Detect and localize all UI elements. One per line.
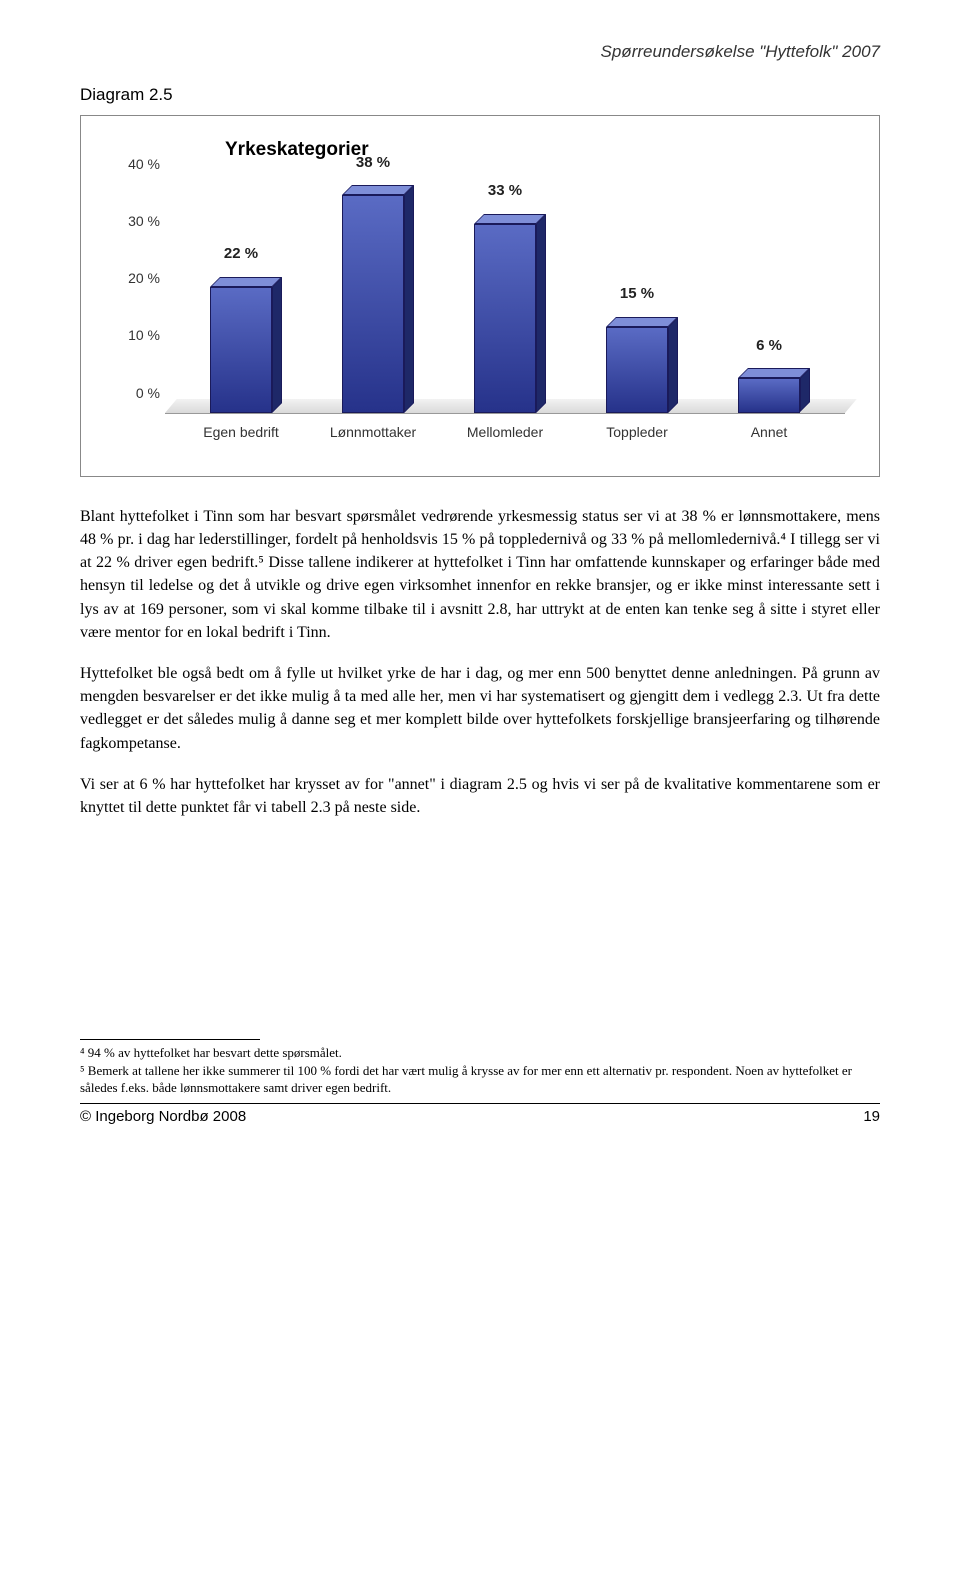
chart-xlabel: Egen bedrift bbox=[175, 418, 307, 444]
chart-bar-value-label: 33 % bbox=[488, 180, 522, 202]
chart-ytick: 10 % bbox=[105, 325, 160, 345]
chart-xlabel: Mellomleder bbox=[439, 418, 571, 444]
chart-bar-slot: 33 % bbox=[439, 184, 571, 413]
chart-bar-slot: 15 % bbox=[571, 184, 703, 413]
chart-bar bbox=[210, 287, 272, 413]
chart-ytick: 0 % bbox=[105, 382, 160, 402]
chart-xlabel: Toppleder bbox=[571, 418, 703, 444]
chart-bar bbox=[474, 224, 536, 413]
chart-bars-row: 22 % 38 %33 % 15 % 6 % bbox=[165, 184, 845, 413]
chart-bar bbox=[342, 195, 404, 413]
page-footer: © Ingeborg Nordbø 2008 19 bbox=[80, 1106, 880, 1128]
chart-ytick: 20 % bbox=[105, 268, 160, 288]
chart-ytick: 40 % bbox=[105, 153, 160, 173]
chart-bar-value-label: 38 % bbox=[356, 152, 390, 174]
chart-bar-value-label: 22 % bbox=[224, 243, 258, 265]
chart-bar-slot: 38 % bbox=[307, 184, 439, 413]
chart-title: Yrkeskategorier bbox=[225, 136, 855, 164]
diagram-label: Diagram 2.5 bbox=[80, 83, 880, 108]
chart-bar bbox=[738, 378, 800, 412]
footnote-4: ⁴ 94 % av hyttefolket har besvart dette … bbox=[80, 1044, 880, 1062]
chart-bar-value-label: 15 % bbox=[620, 283, 654, 305]
chart-bar-value-label: 6 % bbox=[756, 335, 782, 357]
chart-ytick: 30 % bbox=[105, 211, 160, 231]
chart-x-axis: Egen bedriftLønnmottakerMellomlederToppl… bbox=[165, 418, 845, 444]
body-paragraph-1: Blant hyttefolket i Tinn som har besvart… bbox=[80, 505, 880, 644]
chart-xlabel: Lønnmottaker bbox=[307, 418, 439, 444]
chart-plot-area: 22 %38 %33 %15 %6 % 0 %10 %20 %30 %40 % … bbox=[105, 184, 855, 444]
body-paragraph-2: Hyttefolket ble også bedt om å fylle ut … bbox=[80, 662, 880, 755]
footnote-5: ⁵ Bemerk at tallene her ikke summerer ti… bbox=[80, 1062, 880, 1097]
chart-container: Yrkeskategorier 22 %38 %33 %15 %6 % 0 %1… bbox=[80, 115, 880, 477]
chart-bar-slot: 6 % bbox=[703, 184, 835, 413]
footer-page-number: 19 bbox=[863, 1106, 880, 1128]
page-header-title: Spørreundersøkelse "Hyttefolk" 2007 bbox=[80, 40, 880, 65]
footer-copyright: © Ingeborg Nordbø 2008 bbox=[80, 1106, 246, 1128]
chart-bar-slot: 22 % bbox=[175, 184, 307, 413]
footnotes-separator bbox=[80, 1039, 260, 1040]
chart-bar bbox=[606, 327, 668, 413]
body-paragraph-3: Vi ser at 6 % har hyttefolket har krysse… bbox=[80, 773, 880, 819]
footer-separator bbox=[80, 1103, 880, 1104]
chart-xlabel: Annet bbox=[703, 418, 835, 444]
